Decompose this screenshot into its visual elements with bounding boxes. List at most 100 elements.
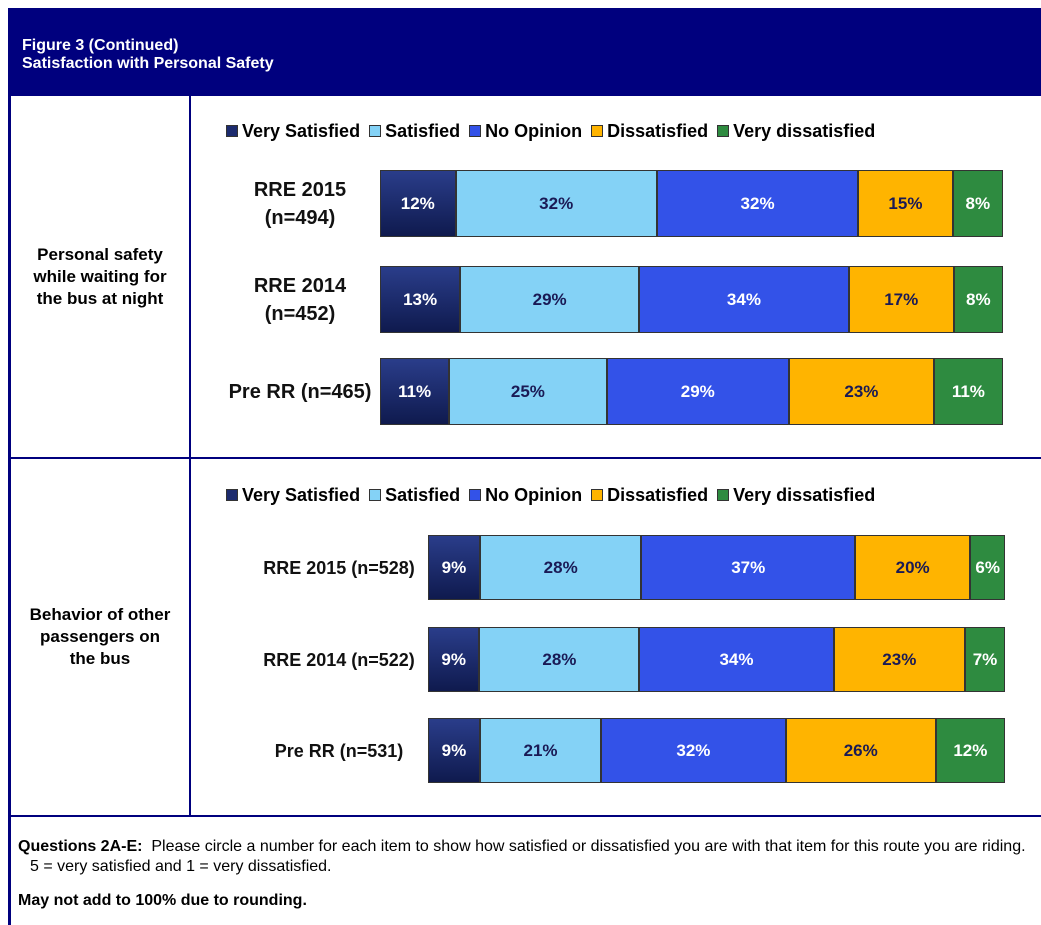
bar-segment: 9% xyxy=(428,718,480,783)
category-label: RRE 2015 (n=528) xyxy=(263,557,415,578)
data-label: 12% xyxy=(953,740,988,760)
bar-segment: 26% xyxy=(785,718,936,783)
data-label: 17% xyxy=(884,289,919,309)
bar-segment: 8% xyxy=(952,170,1003,237)
legend-item: Very Satisfied xyxy=(226,121,360,142)
data-label: 15% xyxy=(888,193,923,213)
bar-segment: 29% xyxy=(460,266,640,333)
bar-segment: 32% xyxy=(656,170,859,237)
bar-segment: 28% xyxy=(479,535,642,600)
data-label: 29% xyxy=(680,381,715,401)
data-label: 23% xyxy=(882,649,917,669)
bar-segment: 28% xyxy=(479,627,640,692)
bar-segment: 8% xyxy=(953,266,1003,333)
legend-label: Dissatisfied xyxy=(607,120,709,141)
data-label: 6% xyxy=(975,557,1000,577)
legend-swatch xyxy=(591,125,604,137)
data-label: 9% xyxy=(441,740,467,760)
legend-label: Dissatisfied xyxy=(607,484,709,505)
bar-segment: 15% xyxy=(858,170,953,237)
bar-segment: 12% xyxy=(380,170,456,237)
bar-segment: 34% xyxy=(639,266,849,333)
category-label: RRE 2014 (n=522) xyxy=(263,649,415,670)
legend-swatch xyxy=(469,125,482,137)
category-label: RRE 2015 (n=494) xyxy=(253,178,347,229)
footer: Questions 2A-E: Please circle a number f… xyxy=(18,837,1028,925)
bar-segment: 23% xyxy=(789,358,934,425)
legend-item: Very Satisfied xyxy=(226,485,360,506)
question-text: Please circle a number for each item to … xyxy=(30,838,1026,875)
legend-item: Dissatisfied xyxy=(591,485,708,506)
data-label: 28% xyxy=(543,557,578,577)
data-label: 11% xyxy=(951,381,985,401)
question: Questions 2A-E: Please circle a number f… xyxy=(18,837,1028,877)
legend-label: Very dissatisfied xyxy=(733,120,876,141)
bar-segment: 25% xyxy=(449,358,607,425)
data-label: 21% xyxy=(523,740,558,760)
header-title: Figure 3 (Continued) xyxy=(22,37,179,54)
legend-label: Very Satisfied xyxy=(242,120,361,141)
bar-segment: 13% xyxy=(380,266,461,333)
legend-swatch xyxy=(717,489,730,501)
bar-segment: 11% xyxy=(933,358,1003,425)
data-label: 32% xyxy=(539,193,574,213)
bar-segment: 17% xyxy=(848,266,954,333)
legend-item: Very dissatisfied xyxy=(717,121,875,142)
data-label: 29% xyxy=(532,289,567,309)
legend-item: No Opinion xyxy=(469,121,582,142)
column-divider xyxy=(189,96,191,816)
legend-swatch xyxy=(469,489,482,501)
legend-item: Dissatisfied xyxy=(591,121,708,142)
data-label: 8% xyxy=(966,289,991,309)
legend-item: Satisfied xyxy=(369,485,460,506)
bar-segment: 32% xyxy=(455,170,657,237)
bar-segment: 12% xyxy=(935,718,1005,783)
row-label: Personal safety while waiting for the bu… xyxy=(33,244,167,308)
question-label: Questions 2A-E: xyxy=(18,838,143,855)
data-label: 9% xyxy=(441,649,466,669)
header-subtitle: Satisfaction with Personal Safety xyxy=(22,55,274,72)
bar-segment: 29% xyxy=(606,358,790,425)
legend-item: Very dissatisfied xyxy=(717,485,875,506)
data-label: 8% xyxy=(965,193,991,213)
legend: Very Satisfied Satisfied No Opinion Dissati… xyxy=(226,119,884,143)
bar-segment: 7% xyxy=(965,627,1005,692)
data-label: 32% xyxy=(676,740,711,760)
data-label: 34% xyxy=(726,289,761,309)
data-label: 23% xyxy=(844,381,879,401)
legend-label: Satisfied xyxy=(385,484,461,505)
legend-swatch xyxy=(717,125,730,137)
legend-label: Satisfied xyxy=(385,120,461,141)
legend-swatch xyxy=(591,489,604,501)
row-divider xyxy=(8,815,1041,817)
bar-segment: 9% xyxy=(428,627,480,692)
header: Figure 3 (Continued) Satisfaction with P… xyxy=(8,8,1041,96)
legend-swatch xyxy=(369,489,382,501)
category-label: RRE 2014 (n=452) xyxy=(253,274,347,325)
bar-segment: 20% xyxy=(854,535,971,600)
category-label: Pre RR (n=465) xyxy=(228,380,372,403)
bar-segment: 6% xyxy=(970,535,1005,600)
data-label: 37% xyxy=(731,557,766,577)
legend-label: Very dissatisfied xyxy=(733,484,876,505)
data-label: 13% xyxy=(403,289,438,309)
legend-item: Satisfied xyxy=(369,121,460,142)
row-divider xyxy=(8,457,1041,459)
bar-segment: 34% xyxy=(639,627,834,692)
data-label: 34% xyxy=(719,649,754,669)
data-label: 26% xyxy=(843,740,878,760)
bar-segment: 21% xyxy=(479,718,602,783)
data-label: 25% xyxy=(510,381,545,401)
bar-segment: 9% xyxy=(428,535,480,600)
bar-segment: 23% xyxy=(833,627,965,692)
data-label: 32% xyxy=(740,193,775,213)
category-label: Pre RR (n=531) xyxy=(274,740,404,761)
data-label: 9% xyxy=(441,557,467,577)
legend: Very Satisfied Satisfied No Opinion Dissati… xyxy=(226,483,884,507)
data-label: 12% xyxy=(400,193,435,213)
legend-swatch xyxy=(226,489,238,501)
row-label: Behavior of other passengers on the bus xyxy=(29,605,171,668)
legend-label: Very Satisfied xyxy=(242,484,361,505)
data-label: 28% xyxy=(542,649,577,669)
bar-segment: 37% xyxy=(641,535,855,600)
